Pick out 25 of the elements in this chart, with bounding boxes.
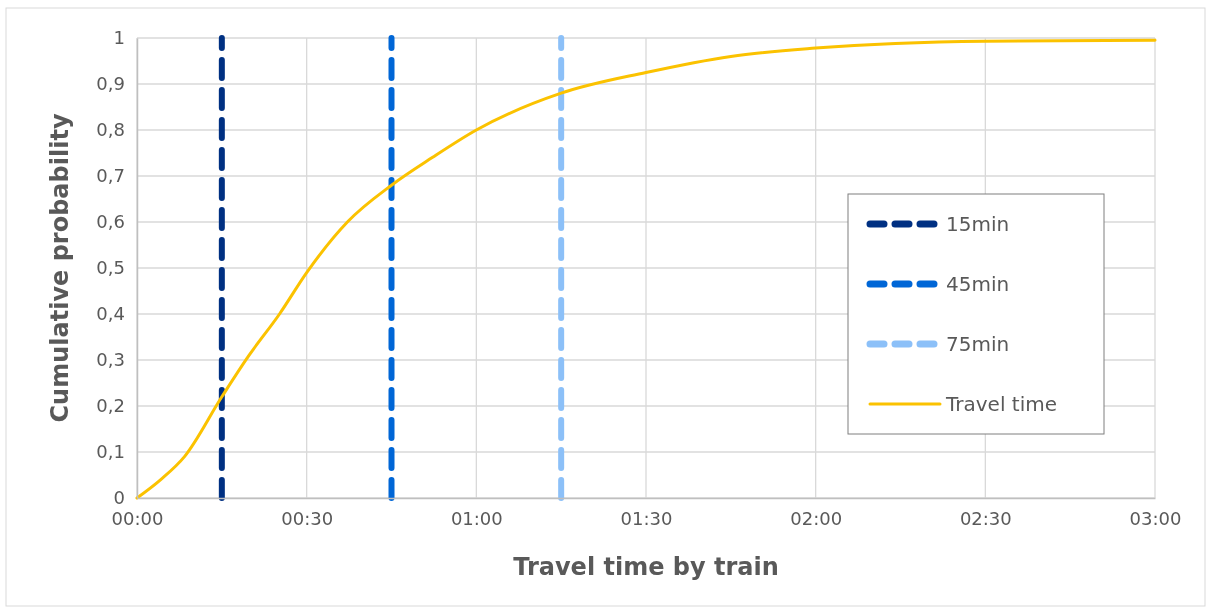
legend-label: 15min xyxy=(946,212,1010,236)
x-tick-label: 03:00 xyxy=(1129,507,1182,529)
y-tick-label: 0,2 xyxy=(96,395,125,417)
x-tick-label: 01:00 xyxy=(450,507,503,529)
y-tick-label: 0 xyxy=(113,487,125,509)
x-tick-label: 00:00 xyxy=(111,507,164,529)
y-tick-label: 1 xyxy=(113,27,125,49)
x-tick-label: 02:30 xyxy=(959,507,1012,529)
y-tick-label: 0,7 xyxy=(96,165,125,187)
x-tick-label: 00:30 xyxy=(281,507,334,529)
y-tick-label: 0,1 xyxy=(96,441,125,463)
line-series xyxy=(135,38,1157,500)
legend-label: Travel time xyxy=(945,392,1057,416)
x-tick-label: 02:00 xyxy=(790,507,843,529)
legend-label: 45min xyxy=(946,272,1010,296)
y-tick-label: 0,3 xyxy=(96,349,125,371)
y-tick-label: 0,6 xyxy=(96,211,125,233)
x-axis-title: Travel time by train xyxy=(513,553,779,581)
legend-label: 75min xyxy=(946,332,1010,356)
y-tick-label: 0,8 xyxy=(96,119,125,141)
y-tick-label: 0,4 xyxy=(96,303,125,325)
y-tick-label: 0,5 xyxy=(96,257,125,279)
y-axis-title: Cumulative probability xyxy=(46,113,74,423)
x-tick-label: 01:30 xyxy=(620,507,673,529)
y-tick-label: 0,9 xyxy=(96,73,125,95)
